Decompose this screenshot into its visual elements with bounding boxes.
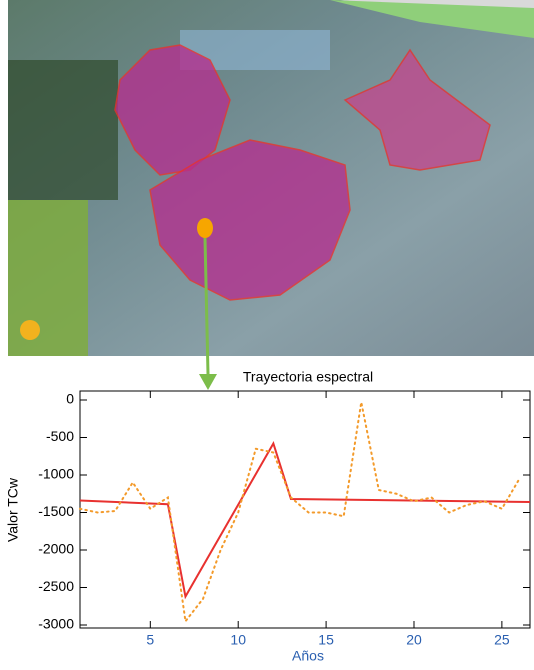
series-line bbox=[80, 402, 519, 621]
x-tick-label: 5 bbox=[146, 632, 154, 648]
y-axis-label: Valor TCw bbox=[5, 477, 21, 542]
x-tick-label: 25 bbox=[494, 632, 510, 648]
chart-title: Trayectoria espectral bbox=[243, 369, 373, 385]
satellite-image bbox=[8, 0, 534, 356]
y-tick-label: -1500 bbox=[38, 503, 74, 519]
y-tick-label: -2000 bbox=[38, 541, 74, 557]
series-line bbox=[80, 444, 530, 597]
figure: Trayectoria espectral Años Valor TCw 0 -5… bbox=[0, 0, 534, 665]
x-tick-label: 10 bbox=[230, 632, 246, 648]
y-tick-label: -500 bbox=[46, 428, 74, 444]
forest bbox=[8, 60, 118, 200]
arrow-head bbox=[199, 374, 217, 390]
x-axis-label: Años bbox=[292, 648, 324, 664]
sample-point bbox=[197, 218, 213, 238]
y-tick-label: -3000 bbox=[38, 616, 74, 632]
y-tick-label: -2500 bbox=[38, 578, 74, 594]
y-tick-label: 0 bbox=[66, 391, 74, 407]
y-tick-label: -1000 bbox=[38, 466, 74, 482]
field-spot bbox=[20, 320, 40, 340]
fields bbox=[8, 200, 88, 356]
x-tick-label: 15 bbox=[318, 632, 334, 648]
x-tick-label: 20 bbox=[406, 632, 422, 648]
